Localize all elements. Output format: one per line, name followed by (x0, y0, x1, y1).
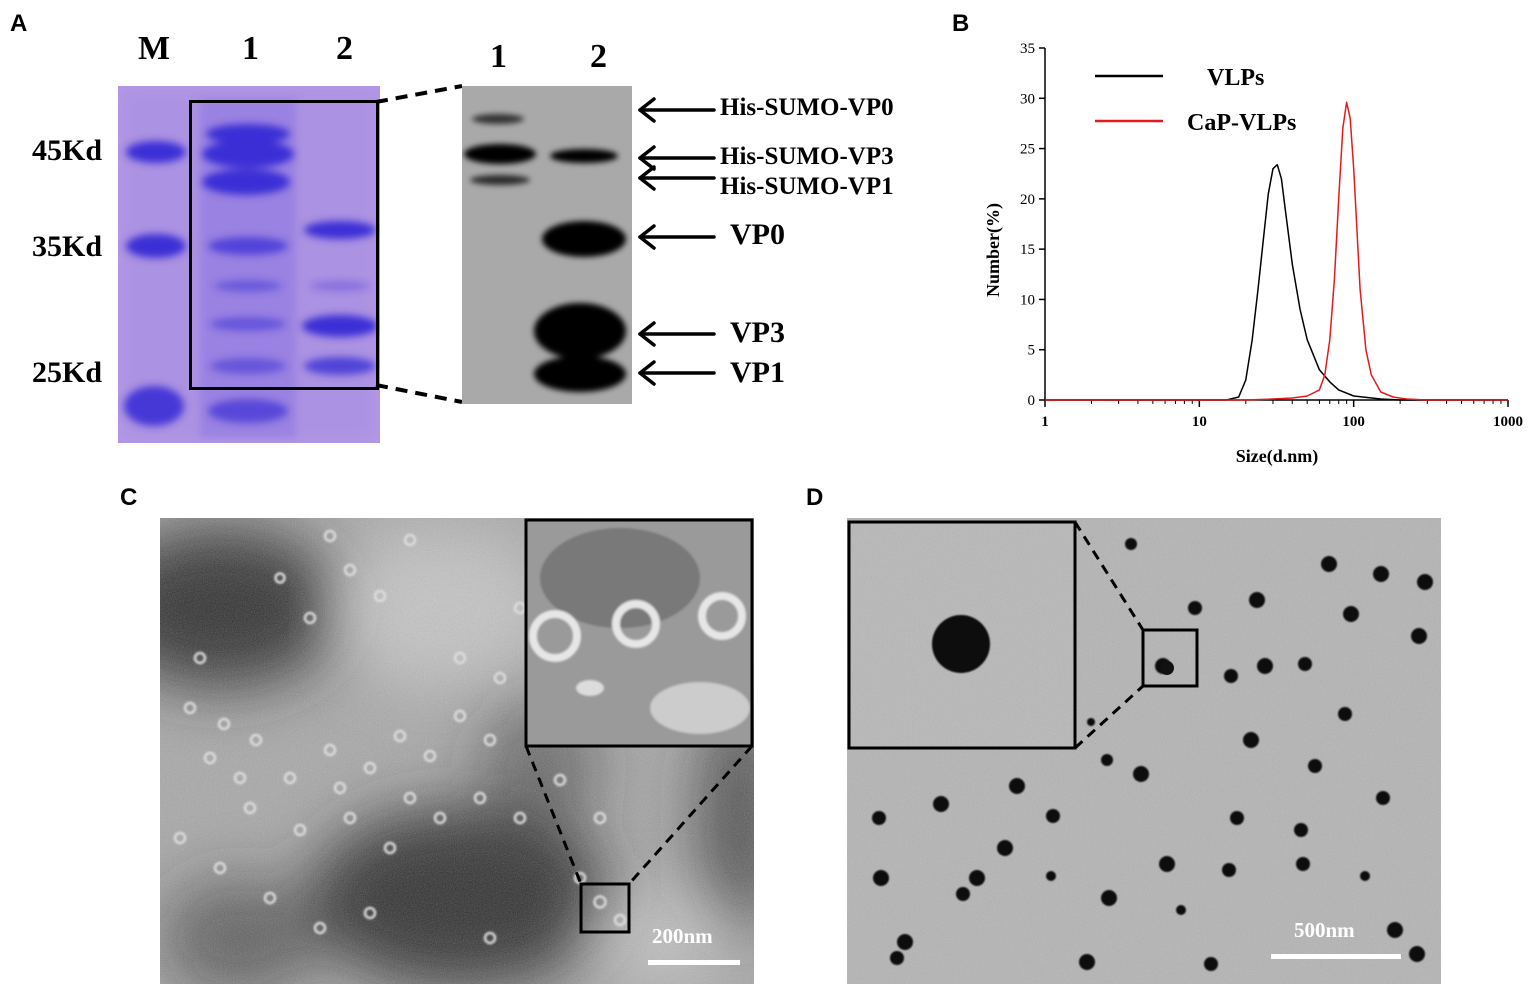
tem-image-vlps (160, 518, 754, 984)
panel-b-letter: B (952, 10, 970, 37)
legend-label: CaP-VLPs (1187, 110, 1296, 136)
marker-label-35kd: 35Kd (32, 230, 103, 263)
marker-label-25kd: 25Kd (32, 356, 103, 389)
zoom-connector-a (375, 84, 463, 404)
band-label-his-sumo-vp1: His-SUMO-VP1 (720, 173, 894, 200)
western-blot (462, 86, 632, 404)
y-tick-label: 0 (1028, 393, 1036, 409)
y-tick-label: 20 (1020, 192, 1035, 208)
series-line-cap-vlps (1045, 101, 1508, 401)
scale-bar-label-c: 200nm (652, 924, 713, 948)
y-tick-label: 25 (1020, 142, 1035, 158)
x-tick-label: 1 (1041, 414, 1049, 430)
x-tick-label: 10 (1192, 414, 1207, 430)
gel-lane-label-1: 1 (242, 30, 259, 67)
y-tick-label: 30 (1020, 91, 1035, 107)
legend-label: VLPs (1207, 65, 1264, 91)
marker-label-45kd: 45Kd (32, 134, 103, 167)
y-tick-label: 10 (1020, 292, 1035, 308)
scale-bar-label-d: 500nm (1294, 918, 1355, 942)
band-label-vp3: VP3 (730, 316, 785, 349)
gel-lane-label-2: 2 (336, 30, 353, 67)
band-label-his-sumo-vp0: His-SUMO-VP0 (720, 94, 894, 121)
y-tick-label: 5 (1028, 343, 1036, 359)
panel-c-letter: C (120, 484, 138, 511)
blot-lane-label-1: 1 (490, 38, 507, 75)
x-tick-label: 1000 (1493, 414, 1523, 430)
panel-d-letter: D (806, 484, 824, 511)
y-tick-label: 15 (1020, 242, 1035, 258)
series-line-vlps (1045, 163, 1508, 401)
x-axis-label: Size(d.nm) (1236, 446, 1319, 467)
band-arrows (638, 97, 716, 386)
band-label-vp1: VP1 (730, 356, 785, 389)
size-distribution-chart: 0 5 10 15 20 25 30 35 1 10 100 1000 VLPs CaP-VLPs Si… (983, 41, 1523, 467)
band-label-his-sumo-vp3: His-SUMO-VP3 (720, 143, 894, 170)
x-tick-label: 100 (1342, 414, 1365, 430)
tem-image-cap-vlps (847, 518, 1441, 984)
sds-page-gel (118, 86, 380, 443)
y-axis-label: Number(%) (983, 203, 1004, 297)
y-tick-label: 35 (1020, 41, 1035, 57)
gel-selection-box (189, 100, 379, 390)
panel-a-letter: A (10, 10, 28, 37)
gel-lane-label-m: M (138, 30, 171, 67)
blot-lane-label-2: 2 (590, 38, 607, 75)
band-label-vp0: VP0 (730, 218, 785, 251)
